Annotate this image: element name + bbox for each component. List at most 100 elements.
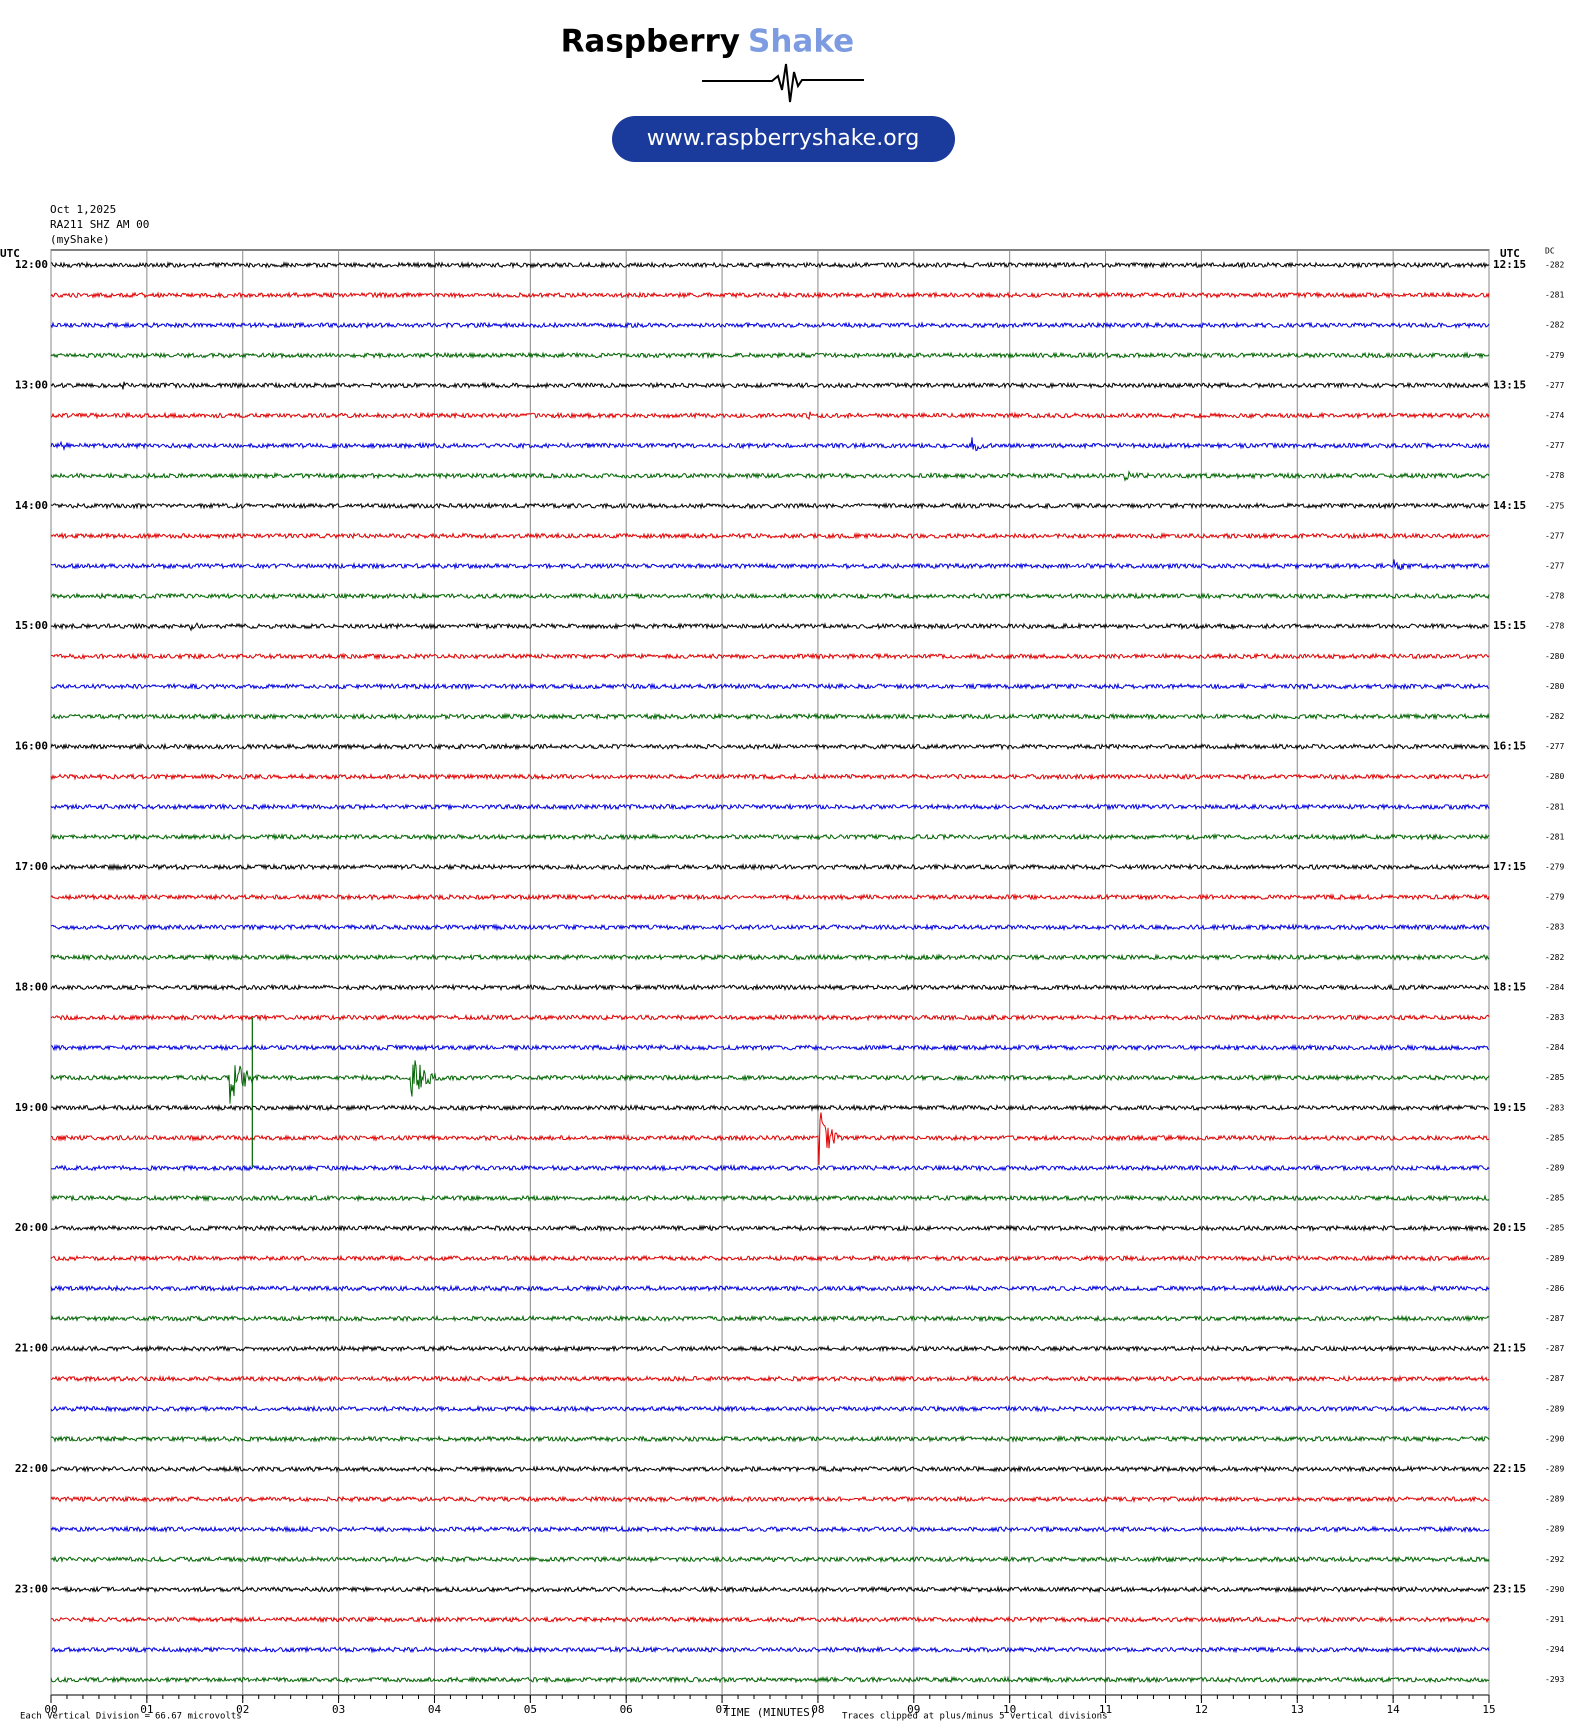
trace bbox=[50, 1464, 1490, 1474]
trace bbox=[50, 832, 1490, 841]
trace bbox=[50, 953, 1490, 962]
left-hour-label: 14:00 bbox=[15, 499, 48, 512]
left-hour-label: 18:00 bbox=[15, 980, 48, 993]
x-tick-label: 00 bbox=[44, 1703, 57, 1716]
trace bbox=[50, 652, 1490, 661]
trace bbox=[50, 1163, 1490, 1173]
trace bbox=[50, 802, 1490, 811]
dc-value: -281 bbox=[1545, 291, 1564, 300]
station: RA211 SHZ AM 00 bbox=[50, 218, 149, 231]
x-tick-label: 03 bbox=[332, 1703, 345, 1716]
dc-value: -279 bbox=[1545, 863, 1564, 872]
trace bbox=[50, 381, 1490, 390]
dc-value: -277 bbox=[1545, 441, 1564, 450]
dc-value: -278 bbox=[1545, 471, 1564, 480]
dc-value: -280 bbox=[1545, 652, 1564, 661]
x-tick-label: 14 bbox=[1387, 1703, 1401, 1716]
x-axis-title: TIME (MINUTES) bbox=[724, 1706, 817, 1719]
dc-value: -289 bbox=[1545, 1465, 1564, 1474]
trace bbox=[50, 470, 1490, 482]
trace bbox=[50, 411, 1490, 421]
right-hour-label: 13:15 bbox=[1493, 378, 1526, 391]
dc-value: -281 bbox=[1545, 832, 1564, 841]
trace bbox=[50, 1314, 1490, 1323]
right-hour-label: 15:15 bbox=[1493, 619, 1526, 632]
trace bbox=[50, 1103, 1490, 1112]
trace bbox=[50, 531, 1490, 540]
left-hour-label: 17:00 bbox=[15, 860, 48, 873]
logo-wave bbox=[702, 63, 864, 103]
trace bbox=[50, 1284, 1490, 1293]
dc-value: -289 bbox=[1545, 1525, 1564, 1534]
trace bbox=[50, 592, 1490, 600]
trace bbox=[50, 772, 1490, 781]
trace bbox=[50, 1585, 1490, 1594]
dc-value: -282 bbox=[1545, 321, 1564, 330]
dc-value: -277 bbox=[1545, 381, 1564, 390]
dc-value: -290 bbox=[1545, 1434, 1564, 1443]
dc-value: -280 bbox=[1545, 772, 1564, 781]
footer-scale: 66.67 microvolts bbox=[155, 1712, 242, 1722]
left-hour-label: 16:00 bbox=[15, 740, 48, 753]
dc-value: -284 bbox=[1545, 1043, 1564, 1052]
left-hour-label: 20:00 bbox=[15, 1221, 48, 1234]
trace bbox=[50, 1645, 1490, 1654]
x-tick-label: 11 bbox=[1099, 1703, 1112, 1716]
trace bbox=[50, 1525, 1490, 1534]
trace bbox=[50, 622, 1490, 632]
trace bbox=[50, 742, 1490, 751]
dc-value: -280 bbox=[1545, 682, 1564, 691]
trace bbox=[50, 983, 1490, 992]
trace bbox=[50, 682, 1490, 691]
plot-frame bbox=[50, 249, 1490, 1696]
dc-value: -290 bbox=[1545, 1585, 1564, 1594]
brand: Raspberry bbox=[561, 24, 740, 60]
trace bbox=[50, 923, 1490, 932]
trace bbox=[50, 1434, 1490, 1444]
dc-value: -279 bbox=[1545, 351, 1564, 360]
trace bbox=[50, 1344, 1490, 1353]
dc-value: -285 bbox=[1545, 1224, 1564, 1233]
dc-value: -278 bbox=[1545, 592, 1564, 601]
trace bbox=[51, 260, 1490, 270]
x-tick-label: 02 bbox=[236, 1703, 249, 1716]
dc-title: DC bbox=[1545, 247, 1555, 256]
trace bbox=[50, 437, 1490, 452]
dc-value: -275 bbox=[1545, 501, 1564, 510]
trace bbox=[50, 1374, 1490, 1383]
dc-value: -279 bbox=[1545, 893, 1564, 902]
right-hour-label: 12:15 bbox=[1493, 258, 1526, 271]
dc-value: -289 bbox=[1545, 1495, 1564, 1504]
dc-value: -277 bbox=[1545, 562, 1564, 571]
dc-value: -285 bbox=[1545, 1133, 1564, 1142]
dc-value: -274 bbox=[1545, 411, 1564, 420]
trace bbox=[50, 351, 1490, 360]
trace bbox=[50, 501, 1490, 510]
trace bbox=[50, 1254, 1490, 1263]
source: (myShake) bbox=[50, 233, 110, 246]
trace bbox=[50, 862, 1490, 872]
trace bbox=[50, 1615, 1490, 1624]
trace bbox=[50, 559, 1490, 571]
x-tick-label: 04 bbox=[428, 1703, 442, 1716]
dc-value: -287 bbox=[1545, 1314, 1564, 1323]
dc-value: -283 bbox=[1545, 1103, 1564, 1112]
trace bbox=[50, 1112, 1490, 1166]
x-tick-label: 06 bbox=[620, 1703, 633, 1716]
x-tick-label: 07 bbox=[715, 1703, 728, 1716]
right-hour-label: 14:15 bbox=[1493, 499, 1526, 512]
footer-clip: Traces clipped at plus/minus 5 vertical … bbox=[842, 1712, 1108, 1722]
x-tick-label: 12 bbox=[1195, 1703, 1208, 1716]
dc-value: -277 bbox=[1545, 742, 1564, 751]
dc-value: -282 bbox=[1545, 261, 1564, 270]
left-hour-label: 22:00 bbox=[15, 1462, 48, 1475]
dc-value: -289 bbox=[1545, 1254, 1564, 1263]
trace bbox=[50, 1675, 1490, 1684]
dc-value: -284 bbox=[1545, 983, 1564, 992]
x-tick-label: 08 bbox=[811, 1703, 824, 1716]
trace bbox=[50, 1224, 1490, 1233]
dc-value: -292 bbox=[1545, 1555, 1564, 1564]
left-hour-label: 19:00 bbox=[15, 1101, 48, 1114]
url-pill[interactable] bbox=[612, 116, 955, 162]
url[interactable]: www.raspberryshake.org bbox=[647, 126, 920, 151]
